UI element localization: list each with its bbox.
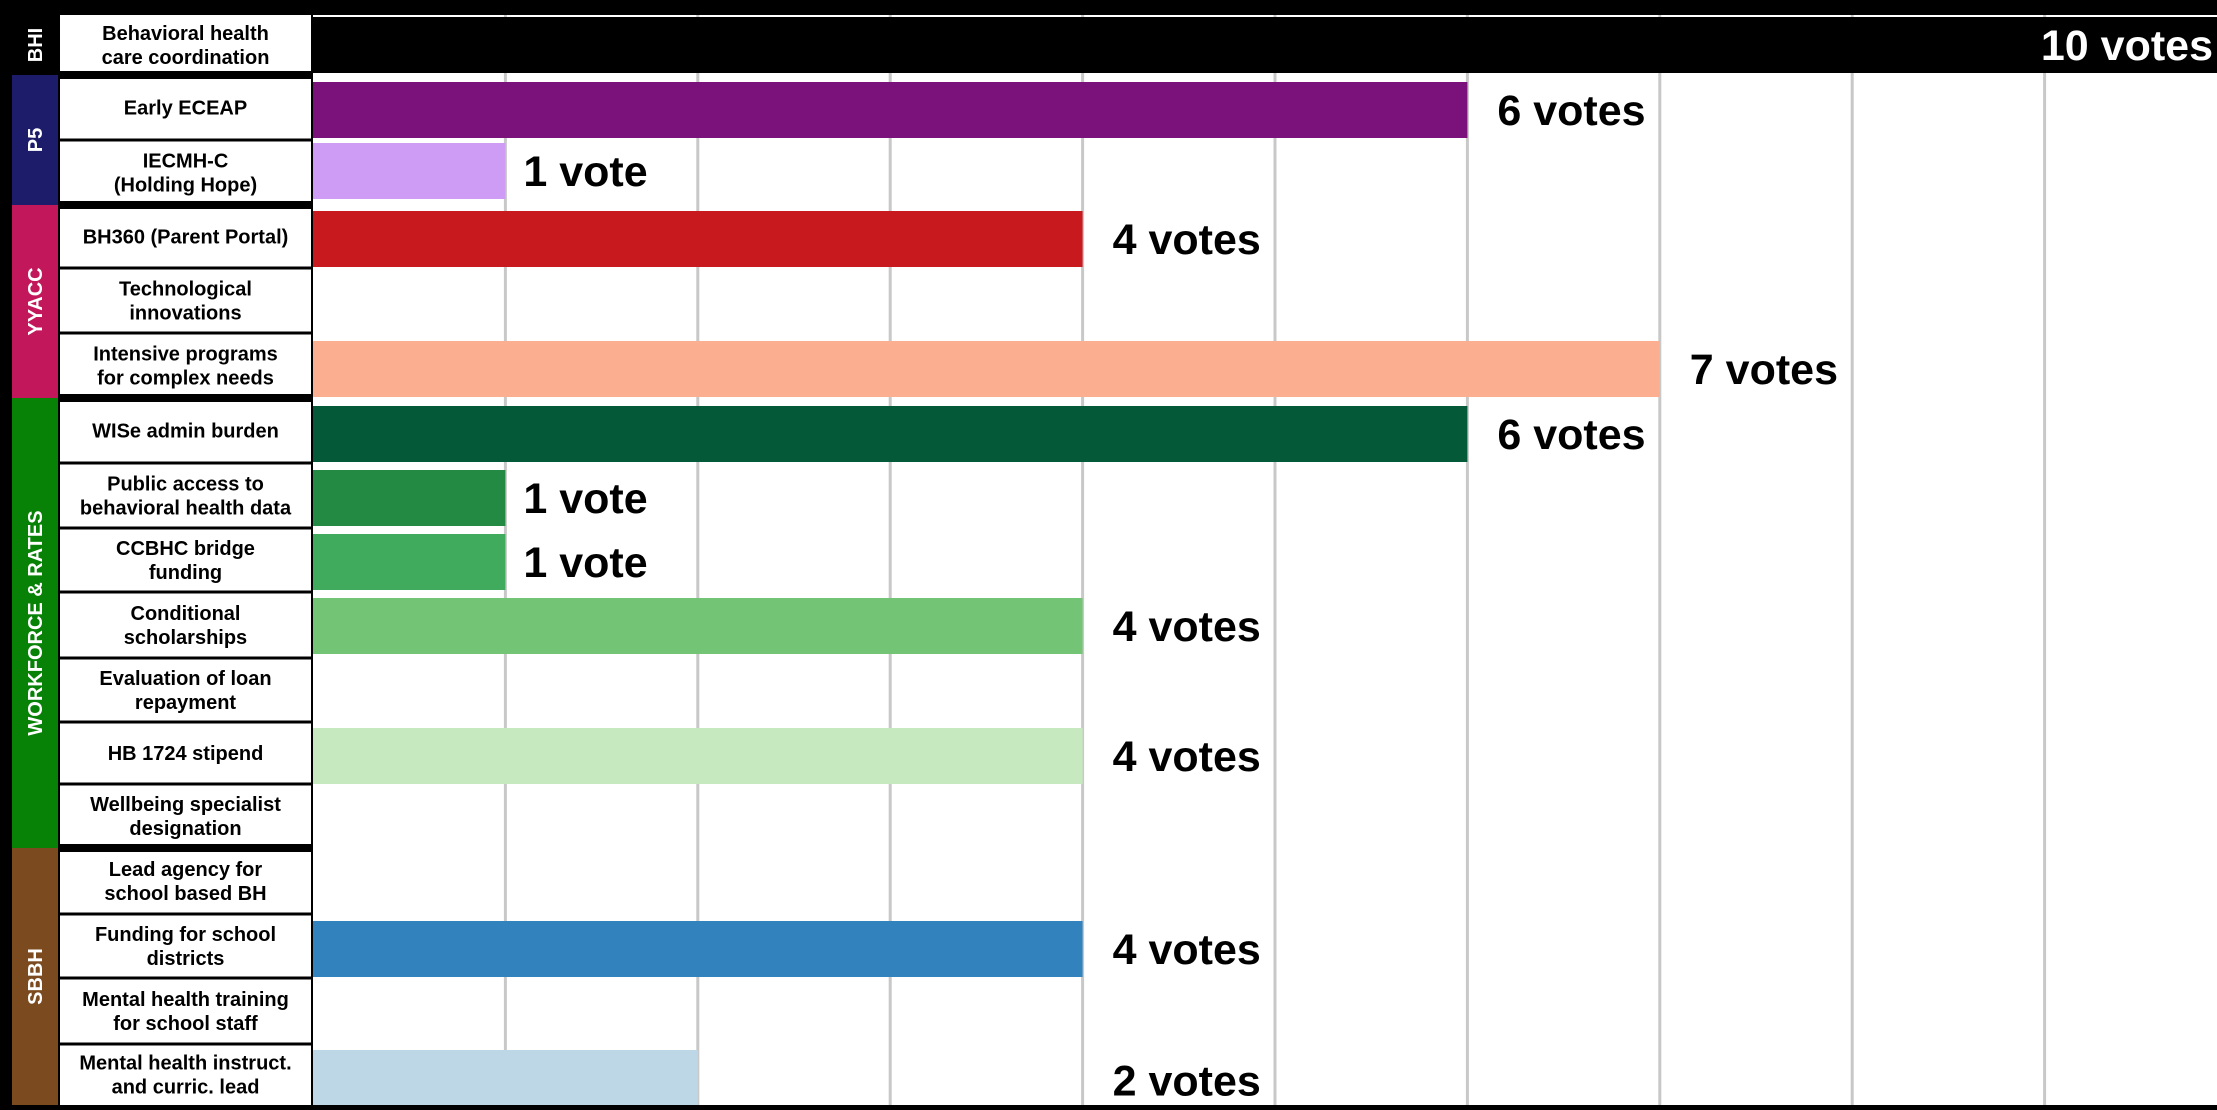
category-label: CCBHC bridge funding bbox=[116, 538, 255, 584]
bar bbox=[313, 728, 1083, 784]
category-label: BH360 (Parent Portal) bbox=[83, 227, 289, 249]
category-label: Public access to behavioral health data bbox=[80, 474, 292, 520]
data-label: 1 vote bbox=[523, 539, 647, 587]
category-label: Mental health instruct. and curric. lead bbox=[79, 1053, 291, 1099]
data-label: 4 votes bbox=[1113, 733, 1261, 781]
group-band bbox=[12, 398, 58, 848]
group-label: SBBH bbox=[25, 948, 47, 1005]
data-label: 4 votes bbox=[1113, 603, 1261, 651]
bar bbox=[313, 598, 1083, 654]
group-label: YYACC bbox=[25, 267, 47, 335]
bar bbox=[313, 143, 506, 199]
label-column bbox=[60, 15, 311, 1105]
bar bbox=[313, 921, 1083, 977]
group-band bbox=[12, 75, 58, 205]
data-label: 1 vote bbox=[523, 475, 647, 523]
bar bbox=[313, 82, 1468, 138]
category-label: Early ECEAP bbox=[124, 98, 247, 120]
category-label: Lead agency for school based BH bbox=[104, 859, 266, 905]
data-label: 1 vote bbox=[523, 148, 647, 196]
bar bbox=[313, 341, 1660, 397]
group-label: BHI bbox=[25, 28, 47, 62]
category-label: HB 1724 stipend bbox=[108, 743, 264, 765]
category-label: Funding for school districts bbox=[95, 924, 276, 970]
category-label: Technological innovations bbox=[119, 279, 252, 325]
category-label: IECMH-C (Holding Hope) bbox=[114, 151, 257, 197]
data-label: 2 votes bbox=[1113, 1058, 1261, 1106]
bar bbox=[313, 211, 1083, 267]
category-label: WISe admin burden bbox=[92, 421, 279, 443]
category-label: Mental health training for school staff bbox=[82, 989, 289, 1035]
data-label: 7 votes bbox=[1690, 346, 1838, 394]
category-label: Conditional scholarships bbox=[124, 603, 247, 649]
group-label: WORKFORCE & RATES bbox=[25, 510, 47, 735]
bar bbox=[313, 17, 2217, 73]
data-label: 4 votes bbox=[1113, 926, 1261, 974]
group-band bbox=[12, 15, 58, 75]
category-label: Wellbeing specialist designation bbox=[90, 794, 281, 840]
category-label: Behavioral health care coordination bbox=[102, 23, 270, 69]
group-band bbox=[12, 848, 58, 1105]
bar bbox=[313, 1050, 698, 1110]
data-label: 4 votes bbox=[1113, 216, 1261, 264]
data-label: 6 votes bbox=[1497, 411, 1645, 459]
bar bbox=[313, 470, 506, 526]
bar bbox=[313, 406, 1468, 462]
group-band bbox=[12, 205, 58, 398]
category-label: Evaluation of loan repayment bbox=[99, 668, 271, 714]
bar bbox=[313, 534, 506, 590]
data-label: 10 votes bbox=[2041, 22, 2213, 70]
group-label: P5 bbox=[25, 128, 47, 152]
category-label: Intensive programs for complex needs bbox=[93, 344, 278, 390]
data-label: 6 votes bbox=[1497, 87, 1645, 135]
